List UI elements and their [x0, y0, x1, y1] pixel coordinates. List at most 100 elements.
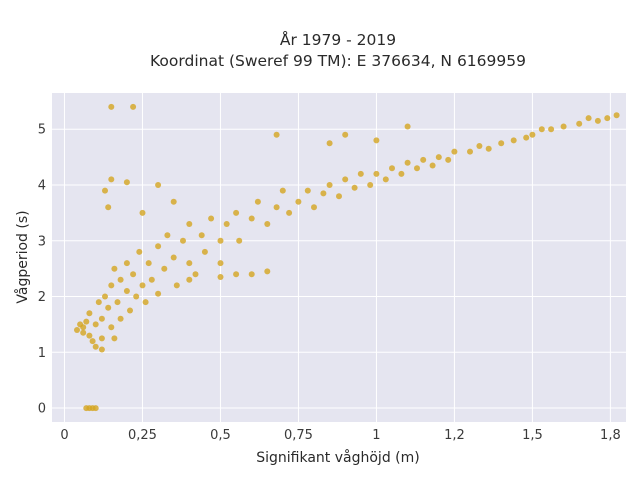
scatter-point [145, 260, 152, 267]
x-tick-label: 1 [372, 428, 380, 443]
scatter-point [357, 170, 364, 177]
scatter-point [326, 182, 333, 188]
scatter-point [86, 310, 93, 317]
x-tick-label: 1,5 [522, 428, 543, 443]
scatter-point [133, 293, 140, 300]
scatter-point [236, 237, 243, 244]
scatter-point [180, 237, 186, 244]
scatter-point [594, 117, 601, 124]
scatter-point [173, 282, 180, 289]
scatter-point [155, 290, 162, 297]
scatter-point [208, 215, 215, 222]
scatter-point [170, 198, 177, 205]
scatter-point [95, 299, 102, 306]
scatter-point [217, 274, 224, 280]
scatter-point [576, 120, 583, 127]
scatter-point [123, 260, 130, 267]
scatter-point [382, 176, 389, 183]
scatter-point [186, 221, 193, 227]
x-tick-label: 0,5 [210, 428, 231, 443]
y-tick-label: 2 [38, 290, 46, 305]
scatter-point [223, 221, 230, 227]
scatter-point [98, 315, 105, 322]
scatter-point [342, 131, 349, 138]
scatter-point [148, 276, 155, 283]
scatter-point [92, 405, 99, 412]
scatter-point [420, 156, 427, 163]
scatter-point [98, 346, 105, 353]
scatter-point [523, 134, 530, 141]
y-tick-label: 0 [38, 402, 46, 417]
scatter-point [108, 103, 115, 110]
chart-title-line1: År 1979 - 2019 [280, 30, 396, 49]
scatter-point [123, 179, 130, 186]
scatter-point [342, 176, 349, 183]
x-axis-label: Signifikant våghöjd (m) [256, 449, 419, 466]
scatter-point [336, 193, 342, 200]
scatter-point [80, 324, 87, 331]
scatter-point [92, 343, 99, 350]
scatter-point [139, 209, 146, 216]
scatter-point [320, 190, 327, 197]
scatter-point [102, 293, 108, 300]
scatter-point [273, 131, 280, 138]
grid-lines [52, 93, 626, 422]
scatter-point [108, 176, 115, 183]
scatter-point [451, 148, 458, 155]
scatter-point [538, 126, 545, 133]
scatter-point [613, 112, 620, 119]
scatter-point [136, 248, 143, 255]
x-tick-label: 0 [60, 428, 68, 443]
scatter-point [389, 165, 395, 172]
scatter-point [130, 103, 137, 110]
scatter-point [351, 184, 358, 191]
y-tick-label: 4 [38, 179, 46, 194]
scatter-point [217, 237, 224, 244]
scatter-point [485, 145, 492, 152]
scatter-point [80, 329, 87, 336]
scatter-point [373, 137, 380, 144]
scatter-point [279, 187, 286, 194]
scatter-point [170, 254, 177, 261]
scatter-point [105, 304, 112, 311]
scatter-point [510, 137, 517, 144]
scatter-point [98, 335, 105, 342]
chart-title-line2: Koordinat (Sweref 99 TM): E 376634, N 61… [150, 52, 526, 70]
scatter-point [114, 299, 121, 306]
scatter-point [548, 126, 555, 133]
scatter-point [92, 321, 99, 328]
scatter-point [139, 282, 146, 289]
scatter-point [108, 324, 115, 331]
scatter-point [155, 182, 162, 188]
y-tick-label: 3 [38, 234, 46, 249]
y-tick-label: 1 [38, 346, 46, 361]
scatter-point [585, 115, 592, 122]
data-points [74, 103, 620, 412]
scatter-point [435, 154, 442, 161]
x-tick-label: 1,8 [600, 428, 621, 443]
scatter-point [201, 248, 208, 255]
scatter-point [264, 221, 271, 227]
scatter-point [404, 123, 411, 130]
x-axis-ticks: 0 0,25 0,5 0,75 1 1,2 1,5 1,8 [60, 428, 620, 443]
scatter-point [273, 204, 280, 211]
scatter-point [108, 282, 115, 289]
scatter-point [130, 271, 137, 278]
scatter-point [404, 159, 411, 166]
scatter-point [74, 327, 80, 333]
scatter-point [192, 271, 199, 278]
scatter-point [111, 265, 118, 272]
x-tick-label: 1,2 [444, 428, 465, 443]
scatter-point [445, 156, 452, 163]
scatter-point [186, 276, 193, 283]
scatter-point [102, 187, 108, 194]
scatter-point [117, 315, 124, 322]
y-axis-label: Vågperiod (s) [14, 210, 31, 303]
x-tick-label: 0,75 [284, 428, 313, 443]
scatter-point [248, 215, 255, 222]
scatter-point [123, 288, 130, 294]
y-tick-label: 5 [38, 123, 46, 138]
scatter-point [111, 335, 118, 342]
x-tick-label: 0,25 [128, 428, 157, 443]
